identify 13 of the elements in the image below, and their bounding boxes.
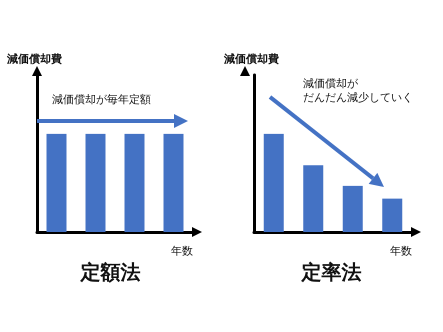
text: だんだん減少していく xyxy=(303,91,413,105)
text: 減価償却が xyxy=(303,77,358,91)
text: 減価償却が毎年定額 xyxy=(52,93,151,107)
x-axis-title: 年数 xyxy=(390,246,412,258)
bar xyxy=(264,134,284,232)
y-axis-title: 減価償却費 xyxy=(223,52,279,66)
text: 定額法 xyxy=(80,261,140,284)
x-axis-title: 年数 xyxy=(171,246,193,258)
text: 定率法 xyxy=(300,261,362,284)
bar xyxy=(303,165,324,232)
y-axis-title: 減価償却費 xyxy=(6,52,62,66)
bar xyxy=(382,198,402,232)
bar xyxy=(342,186,363,232)
